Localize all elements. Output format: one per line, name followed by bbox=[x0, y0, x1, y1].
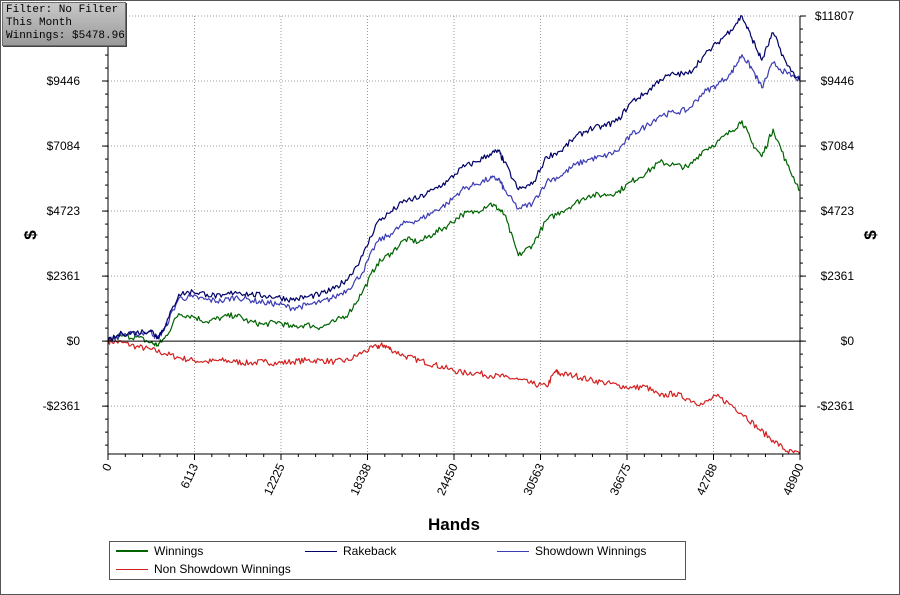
y-tick-label-right: $0 bbox=[841, 334, 855, 348]
legend-label-winnings: Winnings bbox=[154, 544, 204, 558]
filter-info-box: Filter: No Filter This Month Winnings: $… bbox=[2, 2, 126, 46]
legend-item-non-showdown: Non Showdown Winnings bbox=[116, 562, 291, 576]
legend-label-showdown: Showdown Winnings bbox=[535, 544, 647, 558]
y-tick-label-right: -$2361 bbox=[817, 399, 855, 413]
y-tick-label-right: $7084 bbox=[821, 139, 855, 153]
x-tick-label: 12225 bbox=[261, 461, 288, 497]
legend-item-winnings: Winnings bbox=[116, 544, 203, 558]
x-tick-label: 6113 bbox=[178, 461, 202, 491]
series-line-showdown-winnings bbox=[107, 54, 801, 343]
y-tick-label-left: $0 bbox=[67, 334, 81, 348]
legend-item-rakeback: Rakeback bbox=[305, 544, 396, 558]
legend-label-rakeback: Rakeback bbox=[343, 544, 397, 558]
grid bbox=[108, 15, 800, 454]
series-lines bbox=[107, 15, 801, 455]
legend-swatch-showdown bbox=[497, 550, 529, 552]
legend-swatch-rakeback bbox=[305, 550, 337, 552]
winnings-total-label: Winnings: $5478.96 bbox=[6, 30, 125, 42]
axes bbox=[102, 15, 806, 460]
series-line-winnings bbox=[107, 120, 800, 347]
x-tick-label: 24450 bbox=[434, 461, 461, 497]
series-line-rakeback bbox=[107, 15, 801, 342]
legend: Winnings Rakeback Showdown Winnings Non … bbox=[109, 541, 686, 580]
legend-swatch-winnings bbox=[116, 550, 148, 552]
x-axis-title: Hands bbox=[428, 515, 480, 534]
x-tick-label: 42788 bbox=[693, 461, 720, 497]
x-tick-label: 0 bbox=[99, 461, 115, 473]
x-tick-label: 36675 bbox=[607, 461, 634, 497]
legend-swatch-non-showdown bbox=[116, 568, 148, 570]
filter-label: Filter: No Filter bbox=[6, 4, 119, 16]
y-tick-label-left: $4723 bbox=[47, 204, 81, 218]
y-tick-label-right: $4723 bbox=[821, 204, 855, 218]
y-tick-label-left: -$2361 bbox=[43, 399, 81, 413]
y-tick-label-right: $11807 bbox=[815, 9, 854, 23]
series-line-non-showdown-winnings bbox=[107, 338, 801, 455]
y-tick-label-right: $2361 bbox=[821, 269, 855, 283]
y-tick-label-left: $2361 bbox=[47, 269, 81, 283]
period-label: This Month bbox=[6, 17, 73, 29]
y-axis-title-left: $ bbox=[21, 230, 40, 240]
legend-label-non-showdown: Non Showdown Winnings bbox=[154, 562, 291, 576]
x-tick-label: 30563 bbox=[520, 461, 547, 497]
legend-item-showdown: Showdown Winnings bbox=[497, 544, 646, 558]
y-tick-label-right: $9446 bbox=[821, 74, 855, 88]
x-tick-label: 48900 bbox=[780, 461, 807, 497]
y-tick-label-left: $7084 bbox=[47, 139, 81, 153]
y-tick-label-left: $9446 bbox=[47, 74, 81, 88]
x-tick-label: 18338 bbox=[347, 461, 374, 497]
y-axis-title-right: $ bbox=[861, 230, 880, 240]
